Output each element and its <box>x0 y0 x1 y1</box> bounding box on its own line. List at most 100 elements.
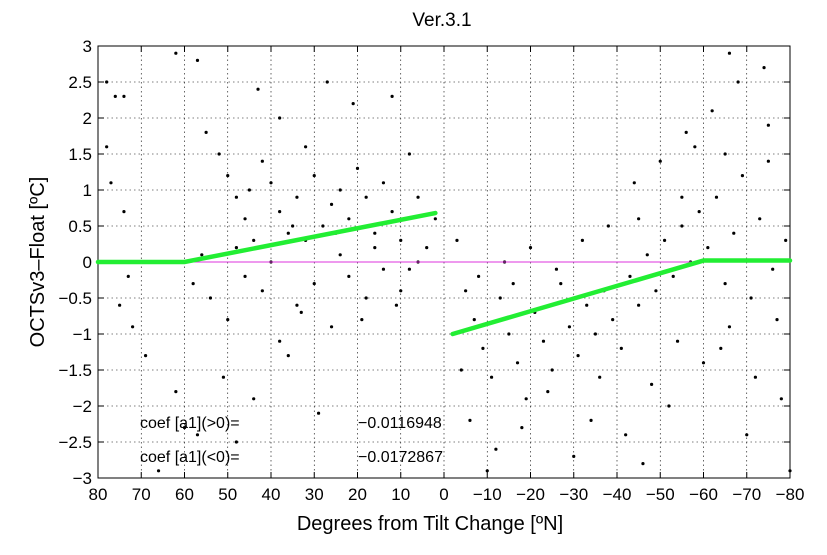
x-tick-label: −80 <box>776 485 805 504</box>
scatter-point <box>528 246 533 250</box>
scatter-point <box>576 354 580 358</box>
scatter-point <box>338 188 342 192</box>
scatter-point <box>459 368 463 372</box>
scatter-point <box>749 296 753 300</box>
x-tick-label: 20 <box>348 485 367 504</box>
x-tick-label: −60 <box>689 485 718 504</box>
scatter-point <box>325 80 329 84</box>
scatter-point <box>507 332 511 336</box>
scatter-point <box>394 303 399 307</box>
scatter-point <box>312 282 316 286</box>
scatter-point <box>260 289 264 293</box>
scatter-point <box>762 66 766 70</box>
coef-annotation-negative: coef [a1](<0)= −0.0172867 <box>140 449 443 466</box>
scatter-point <box>226 318 230 322</box>
scatter-point <box>200 253 204 257</box>
scatter-point <box>662 238 667 242</box>
scatter-point <box>381 181 386 185</box>
scatter-point <box>706 246 710 250</box>
scatter-point <box>628 274 632 278</box>
scatter-point <box>131 325 135 329</box>
scatter-point <box>675 339 680 343</box>
scatter-point <box>291 224 295 228</box>
scatter-point <box>788 469 792 473</box>
y-tick-label: 2 <box>83 109 92 128</box>
scatter-point <box>260 159 264 163</box>
y-axis-label: OCTSv3–Float [ºC] <box>27 177 49 348</box>
x-tick-label: 70 <box>132 485 151 504</box>
y-tick-label: −3 <box>73 469 92 488</box>
scatter-point <box>693 145 697 149</box>
scatter-point <box>572 454 576 458</box>
scatter-point <box>637 303 641 307</box>
scatter-point <box>156 469 161 473</box>
scatter-point <box>779 397 783 401</box>
scatter-point <box>524 397 528 401</box>
x-tick-label: 40 <box>262 485 281 504</box>
x-tick-label: 60 <box>175 485 194 504</box>
fit-line <box>95 210 438 265</box>
scatter-point <box>611 318 615 322</box>
scatter-point <box>399 289 403 293</box>
scatter-point <box>109 181 113 185</box>
scatter-point <box>226 174 230 178</box>
scatter-point <box>286 231 290 235</box>
coef-annotation-positive: coef [a1](>0)= −0.0116948 <box>140 415 442 432</box>
y-tick-label: 2.5 <box>68 73 92 92</box>
x-tick-label: 10 <box>391 485 410 504</box>
scatter-point <box>654 289 658 293</box>
y-tick-label: 0 <box>83 253 92 272</box>
scatter-point <box>105 80 109 84</box>
scatter-point <box>364 195 368 199</box>
scatter-point <box>680 224 684 228</box>
scatter-point <box>541 339 546 343</box>
scatter-point <box>425 246 429 250</box>
scatter-point <box>243 217 247 221</box>
scatter-point <box>329 202 334 206</box>
scatter-point <box>204 130 208 134</box>
scatter-point <box>304 145 308 149</box>
scatter-point <box>407 267 411 271</box>
scatter-point <box>727 51 732 55</box>
scatter-point <box>191 282 195 286</box>
x-axis: 80 70 60 50 40 30 20 10 0 −10 −20 −30 −40 −50 −60 −70 −8… <box>89 46 805 504</box>
scatter-point <box>243 274 247 278</box>
fit-line <box>450 258 793 337</box>
scatter-point <box>252 238 256 242</box>
scatter-point <box>567 325 572 329</box>
scatter-point <box>355 166 360 170</box>
scatter-point <box>399 238 403 242</box>
x-tick-label: 80 <box>89 485 108 504</box>
series-layer <box>95 51 793 473</box>
scatter-point <box>740 174 745 178</box>
scatter-point <box>381 267 386 271</box>
scatter-point <box>550 368 554 372</box>
scatter-point <box>667 404 671 408</box>
scatter-point <box>416 195 420 199</box>
x-tick-label: 0 <box>439 485 448 504</box>
scatter-point <box>753 375 758 379</box>
scatter-point <box>312 174 316 178</box>
y-tick-label: −1 <box>73 325 92 344</box>
scatter-point <box>329 325 334 329</box>
x-tick-label: 30 <box>305 485 324 504</box>
x-tick-label: −40 <box>603 485 632 504</box>
scatter-point <box>723 152 727 156</box>
coef-positive-label: coef [a1](>0)= <box>140 415 240 432</box>
scatter-point <box>585 303 589 307</box>
scatter-point <box>624 433 628 437</box>
scatter-point <box>221 375 226 379</box>
scatter-point <box>269 181 273 185</box>
scatter-point <box>338 253 342 257</box>
scatter-point <box>360 318 364 322</box>
y-tick-label: −1.5 <box>58 361 92 380</box>
x-tick-label: −20 <box>516 485 545 504</box>
y-tick-label: 1.5 <box>68 145 92 164</box>
scatter-point <box>373 246 377 250</box>
x-tick-label: −50 <box>646 485 675 504</box>
y-tick-label: 1 <box>83 181 92 200</box>
scatter-point <box>174 390 178 394</box>
scatter-point <box>559 282 563 286</box>
y-tick-label: 0.5 <box>68 217 92 236</box>
scatter-point <box>485 469 489 473</box>
